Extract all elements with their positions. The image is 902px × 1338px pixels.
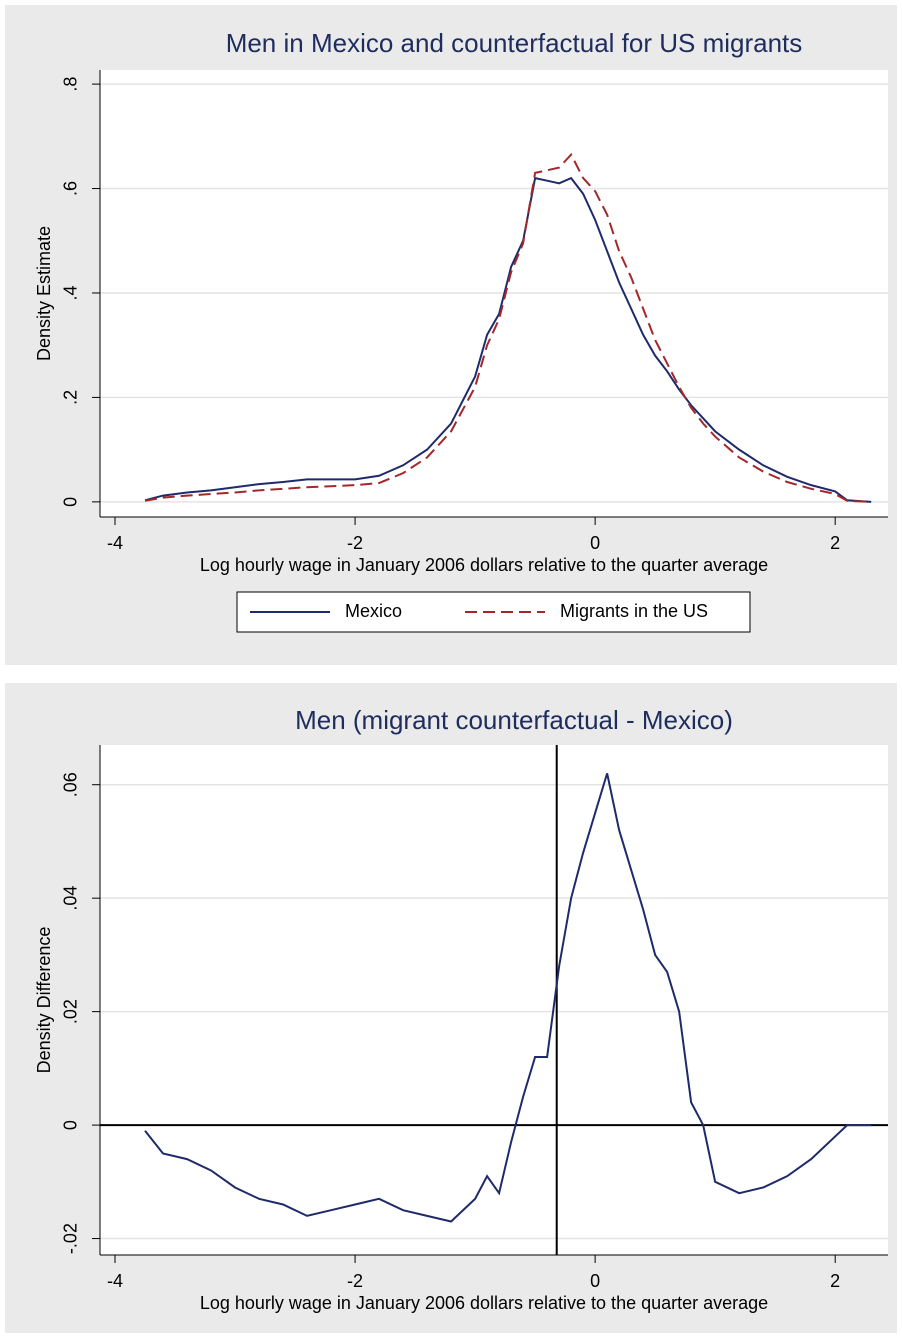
chart-title: Men in Mexico and counterfactual for US … (226, 28, 803, 58)
plot-area (100, 745, 888, 1255)
y-tick-label: .06 (61, 772, 81, 797)
y-tick-label: .4 (61, 285, 81, 300)
x-axis-title: Log hourly wage in January 2006 dollars … (200, 555, 768, 575)
legend-label: Mexico (345, 601, 402, 621)
x-tick-label: -2 (347, 1271, 363, 1291)
x-tick-label: -2 (347, 533, 363, 553)
x-tick-label: 2 (830, 533, 840, 553)
y-axis-title: Density Estimate (34, 226, 54, 361)
data-line (144, 176, 872, 503)
y-tick-label: 0 (61, 497, 81, 507)
x-axis-title: Log hourly wage in January 2006 dollars … (200, 1293, 768, 1313)
y-axis-title: Density Difference (34, 927, 54, 1074)
y-tick-label: .04 (61, 886, 81, 911)
y-tick-label: .8 (61, 77, 81, 92)
legend-label: Migrants in the US (560, 601, 708, 621)
y-tick-label: 0 (61, 1120, 81, 1130)
data-line (144, 773, 872, 1223)
data-line (144, 152, 872, 503)
y-tick-label: .02 (61, 999, 81, 1024)
y-tick-label: -.02 (61, 1223, 81, 1254)
x-tick-label: 0 (590, 533, 600, 553)
x-tick-label: 2 (830, 1271, 840, 1291)
x-tick-label: -4 (107, 533, 123, 553)
x-tick-label: 0 (590, 1271, 600, 1291)
chart-title: Men (migrant counterfactual - Mexico) (295, 705, 733, 735)
x-tick-label: -4 (107, 1271, 123, 1291)
y-tick-label: .6 (61, 181, 81, 196)
y-tick-label: .2 (61, 390, 81, 405)
